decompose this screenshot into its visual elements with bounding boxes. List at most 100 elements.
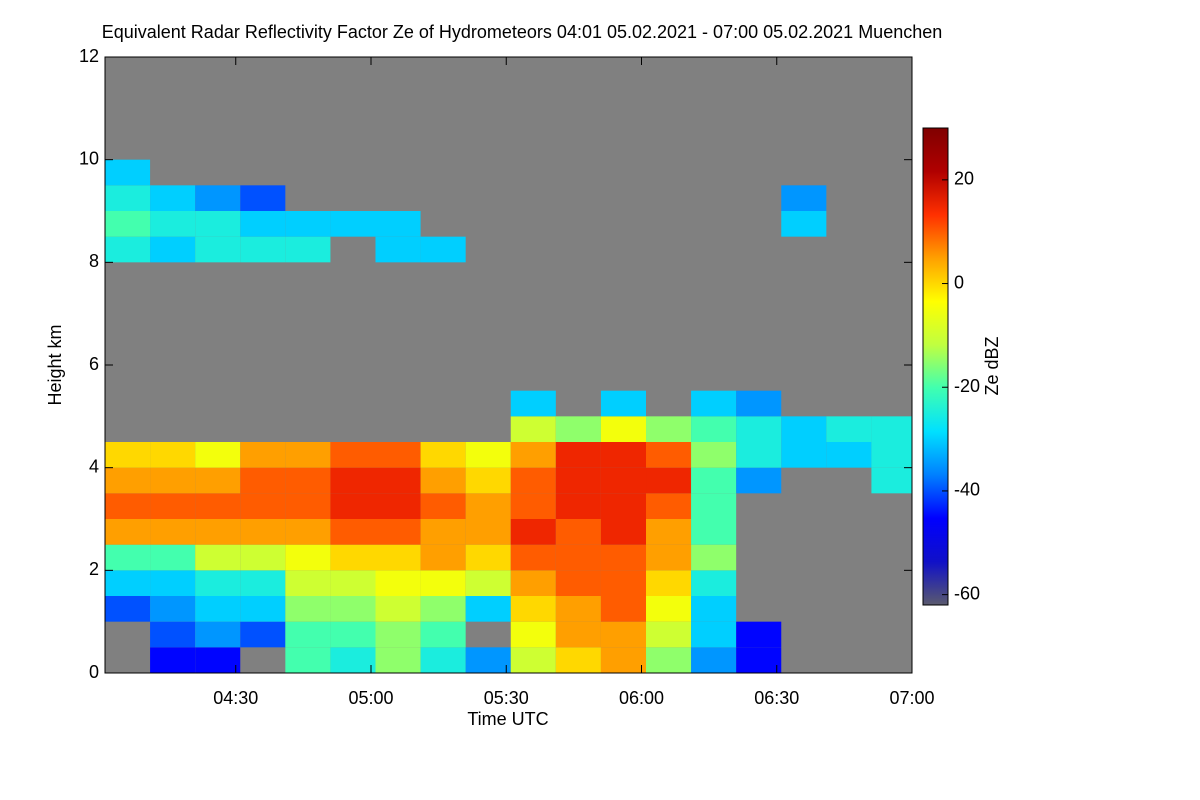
heatmap-cell: [150, 596, 196, 622]
heatmap-cell: [781, 416, 827, 442]
heatmap-cell: [691, 570, 737, 596]
heatmap-cell: [510, 467, 556, 494]
heatmap-cell: [600, 570, 647, 596]
heatmap-cell: [646, 647, 692, 673]
heatmap-cell: [555, 416, 601, 442]
heatmap-cell: [195, 442, 241, 468]
heatmap-cell: [105, 159, 151, 186]
heatmap-cell: [600, 390, 647, 417]
heatmap-cell: [600, 467, 647, 494]
heatmap-cell: [330, 544, 376, 571]
heatmap-cell: [736, 416, 782, 442]
x-tick-label: 05:00: [348, 688, 393, 708]
colorbar-tick-label: -40: [954, 480, 980, 500]
heatmap-cell: [195, 493, 241, 519]
heatmap-cell: [646, 416, 692, 442]
heatmap-cell: [600, 621, 647, 648]
heatmap-cell: [555, 596, 601, 622]
heatmap-cell: [375, 596, 421, 622]
heatmap-cell: [150, 570, 196, 596]
x-tick-label: 06:00: [619, 688, 664, 708]
heatmap-cell: [195, 185, 241, 211]
heatmap-cell: [555, 647, 601, 673]
y-tick-label: 12: [79, 46, 99, 66]
heatmap-cell: [871, 416, 912, 442]
heatmap-cell: [150, 647, 196, 673]
y-tick-label: 10: [79, 148, 99, 168]
y-tick-label: 2: [89, 559, 99, 579]
heatmap-cell: [330, 493, 376, 519]
heatmap-cell: [646, 442, 692, 468]
heatmap-cell: [465, 647, 511, 673]
heatmap-cell: [465, 493, 511, 519]
heatmap-cell: [105, 467, 151, 494]
heatmap-cell: [510, 519, 556, 545]
heatmap-cell: [420, 467, 466, 494]
heatmap-cell: [330, 621, 376, 648]
heatmap-cell: [555, 621, 601, 648]
heatmap-cell: [510, 390, 556, 417]
heatmap-cell: [285, 467, 331, 494]
heatmap-cell: [150, 185, 196, 211]
heatmap-cell: [420, 596, 466, 622]
heatmap-cell: [736, 442, 782, 468]
heatmap-cell: [510, 570, 556, 596]
heatmap-cell: [195, 236, 241, 263]
heatmap-cell: [510, 416, 556, 442]
heatmap-cell: [736, 390, 782, 417]
heatmap-cell: [285, 211, 331, 237]
heatmap-cell: [195, 596, 241, 622]
heatmap-cell: [195, 544, 241, 571]
heatmap-cell: [195, 211, 241, 237]
colorbar-tick-label: 0: [954, 272, 964, 292]
heatmap-cell: [285, 519, 331, 545]
heatmap-cell: [375, 211, 421, 237]
heatmap-cell: [691, 390, 737, 417]
heatmap-cell: [240, 544, 286, 571]
heatmap-cell: [510, 647, 556, 673]
heatmap-cell: [285, 570, 331, 596]
heatmap-cell: [465, 467, 511, 494]
heatmap-cell: [420, 493, 466, 519]
heatmap-cell: [240, 519, 286, 545]
heatmap-cell: [465, 570, 511, 596]
heatmap-cell: [105, 519, 151, 545]
heatmap-cell: [420, 570, 466, 596]
heatmap-cell: [600, 519, 647, 545]
heatmap-cell: [285, 544, 331, 571]
colorbar-tick-label: 20: [954, 169, 974, 189]
heatmap-cell: [600, 647, 647, 673]
heatmap-cell: [150, 236, 196, 263]
heatmap-cell: [330, 519, 376, 545]
heatmap-cell: [781, 211, 827, 237]
heatmap-cell: [826, 416, 872, 442]
heatmap-cell: [195, 570, 241, 596]
heatmap-cell: [330, 596, 376, 622]
heatmap-cell: [375, 236, 421, 263]
heatmap-cell: [600, 596, 647, 622]
heatmap-cell: [736, 621, 782, 648]
heatmap-cell: [240, 467, 286, 494]
heatmap-cell: [330, 442, 376, 468]
heatmap-cell: [600, 416, 647, 442]
heatmap-cell: [826, 442, 872, 468]
colorbar-tick-label: -20: [954, 376, 980, 396]
heatmap-cell: [195, 647, 241, 673]
heatmap-cell: [240, 570, 286, 596]
heatmap-cell: [150, 442, 196, 468]
heatmap-cell: [105, 185, 151, 211]
heatmap-cell: [465, 544, 511, 571]
y-tick-label: 0: [89, 662, 99, 682]
heatmap-cell: [600, 544, 647, 571]
heatmap-cell: [285, 236, 331, 263]
heatmap-cell: [375, 493, 421, 519]
heatmap-cell: [781, 442, 827, 468]
heatmap-cell: [330, 570, 376, 596]
heatmap-cell: [691, 544, 737, 571]
heatmap-cell: [330, 647, 376, 673]
heatmap-cell: [646, 519, 692, 545]
heatmap-cell: [105, 442, 151, 468]
heatmap-cell: [691, 493, 737, 519]
heatmap-cell: [646, 596, 692, 622]
y-tick-label: 4: [89, 456, 99, 476]
